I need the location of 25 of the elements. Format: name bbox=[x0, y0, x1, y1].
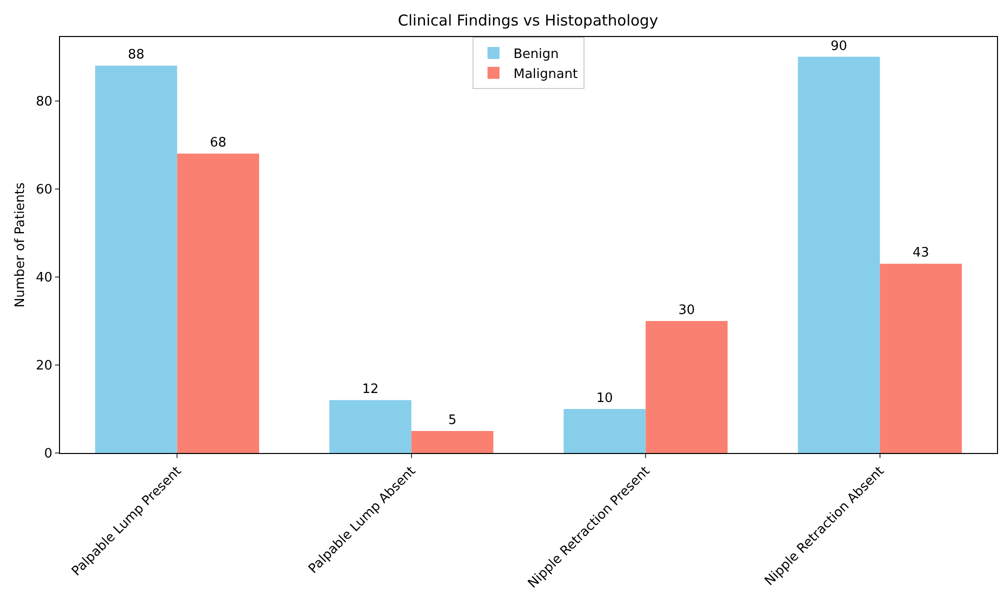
bar bbox=[95, 66, 178, 453]
data-label: 10 bbox=[596, 390, 613, 406]
data-label: 88 bbox=[128, 48, 144, 63]
bar bbox=[411, 430, 494, 453]
y-tick-label: 60 bbox=[36, 182, 52, 198]
bar bbox=[329, 400, 412, 453]
bar bbox=[798, 56, 880, 453]
bar bbox=[177, 154, 260, 453]
legend-label: Malignant bbox=[514, 66, 578, 82]
bar bbox=[646, 320, 728, 453]
data-label: 12 bbox=[362, 382, 379, 398]
y-tick-label: 0 bbox=[44, 446, 52, 462]
chart-title: Clinical Findings vs Histopathology bbox=[398, 11, 658, 30]
data-label: 5 bbox=[448, 412, 457, 428]
data-label: 43 bbox=[912, 246, 930, 261]
legend-label: Benign bbox=[514, 47, 559, 62]
bar bbox=[880, 264, 962, 453]
y-axis-title: Number of Patients bbox=[12, 182, 28, 308]
y-tick-label: 20 bbox=[36, 358, 52, 374]
data-label: 68 bbox=[210, 136, 226, 151]
bar bbox=[564, 408, 646, 453]
y-tick-label: 80 bbox=[36, 94, 52, 110]
y-tick-label: 40 bbox=[36, 270, 52, 286]
data-label: 30 bbox=[678, 302, 695, 318]
data-label: 90 bbox=[830, 38, 848, 54]
